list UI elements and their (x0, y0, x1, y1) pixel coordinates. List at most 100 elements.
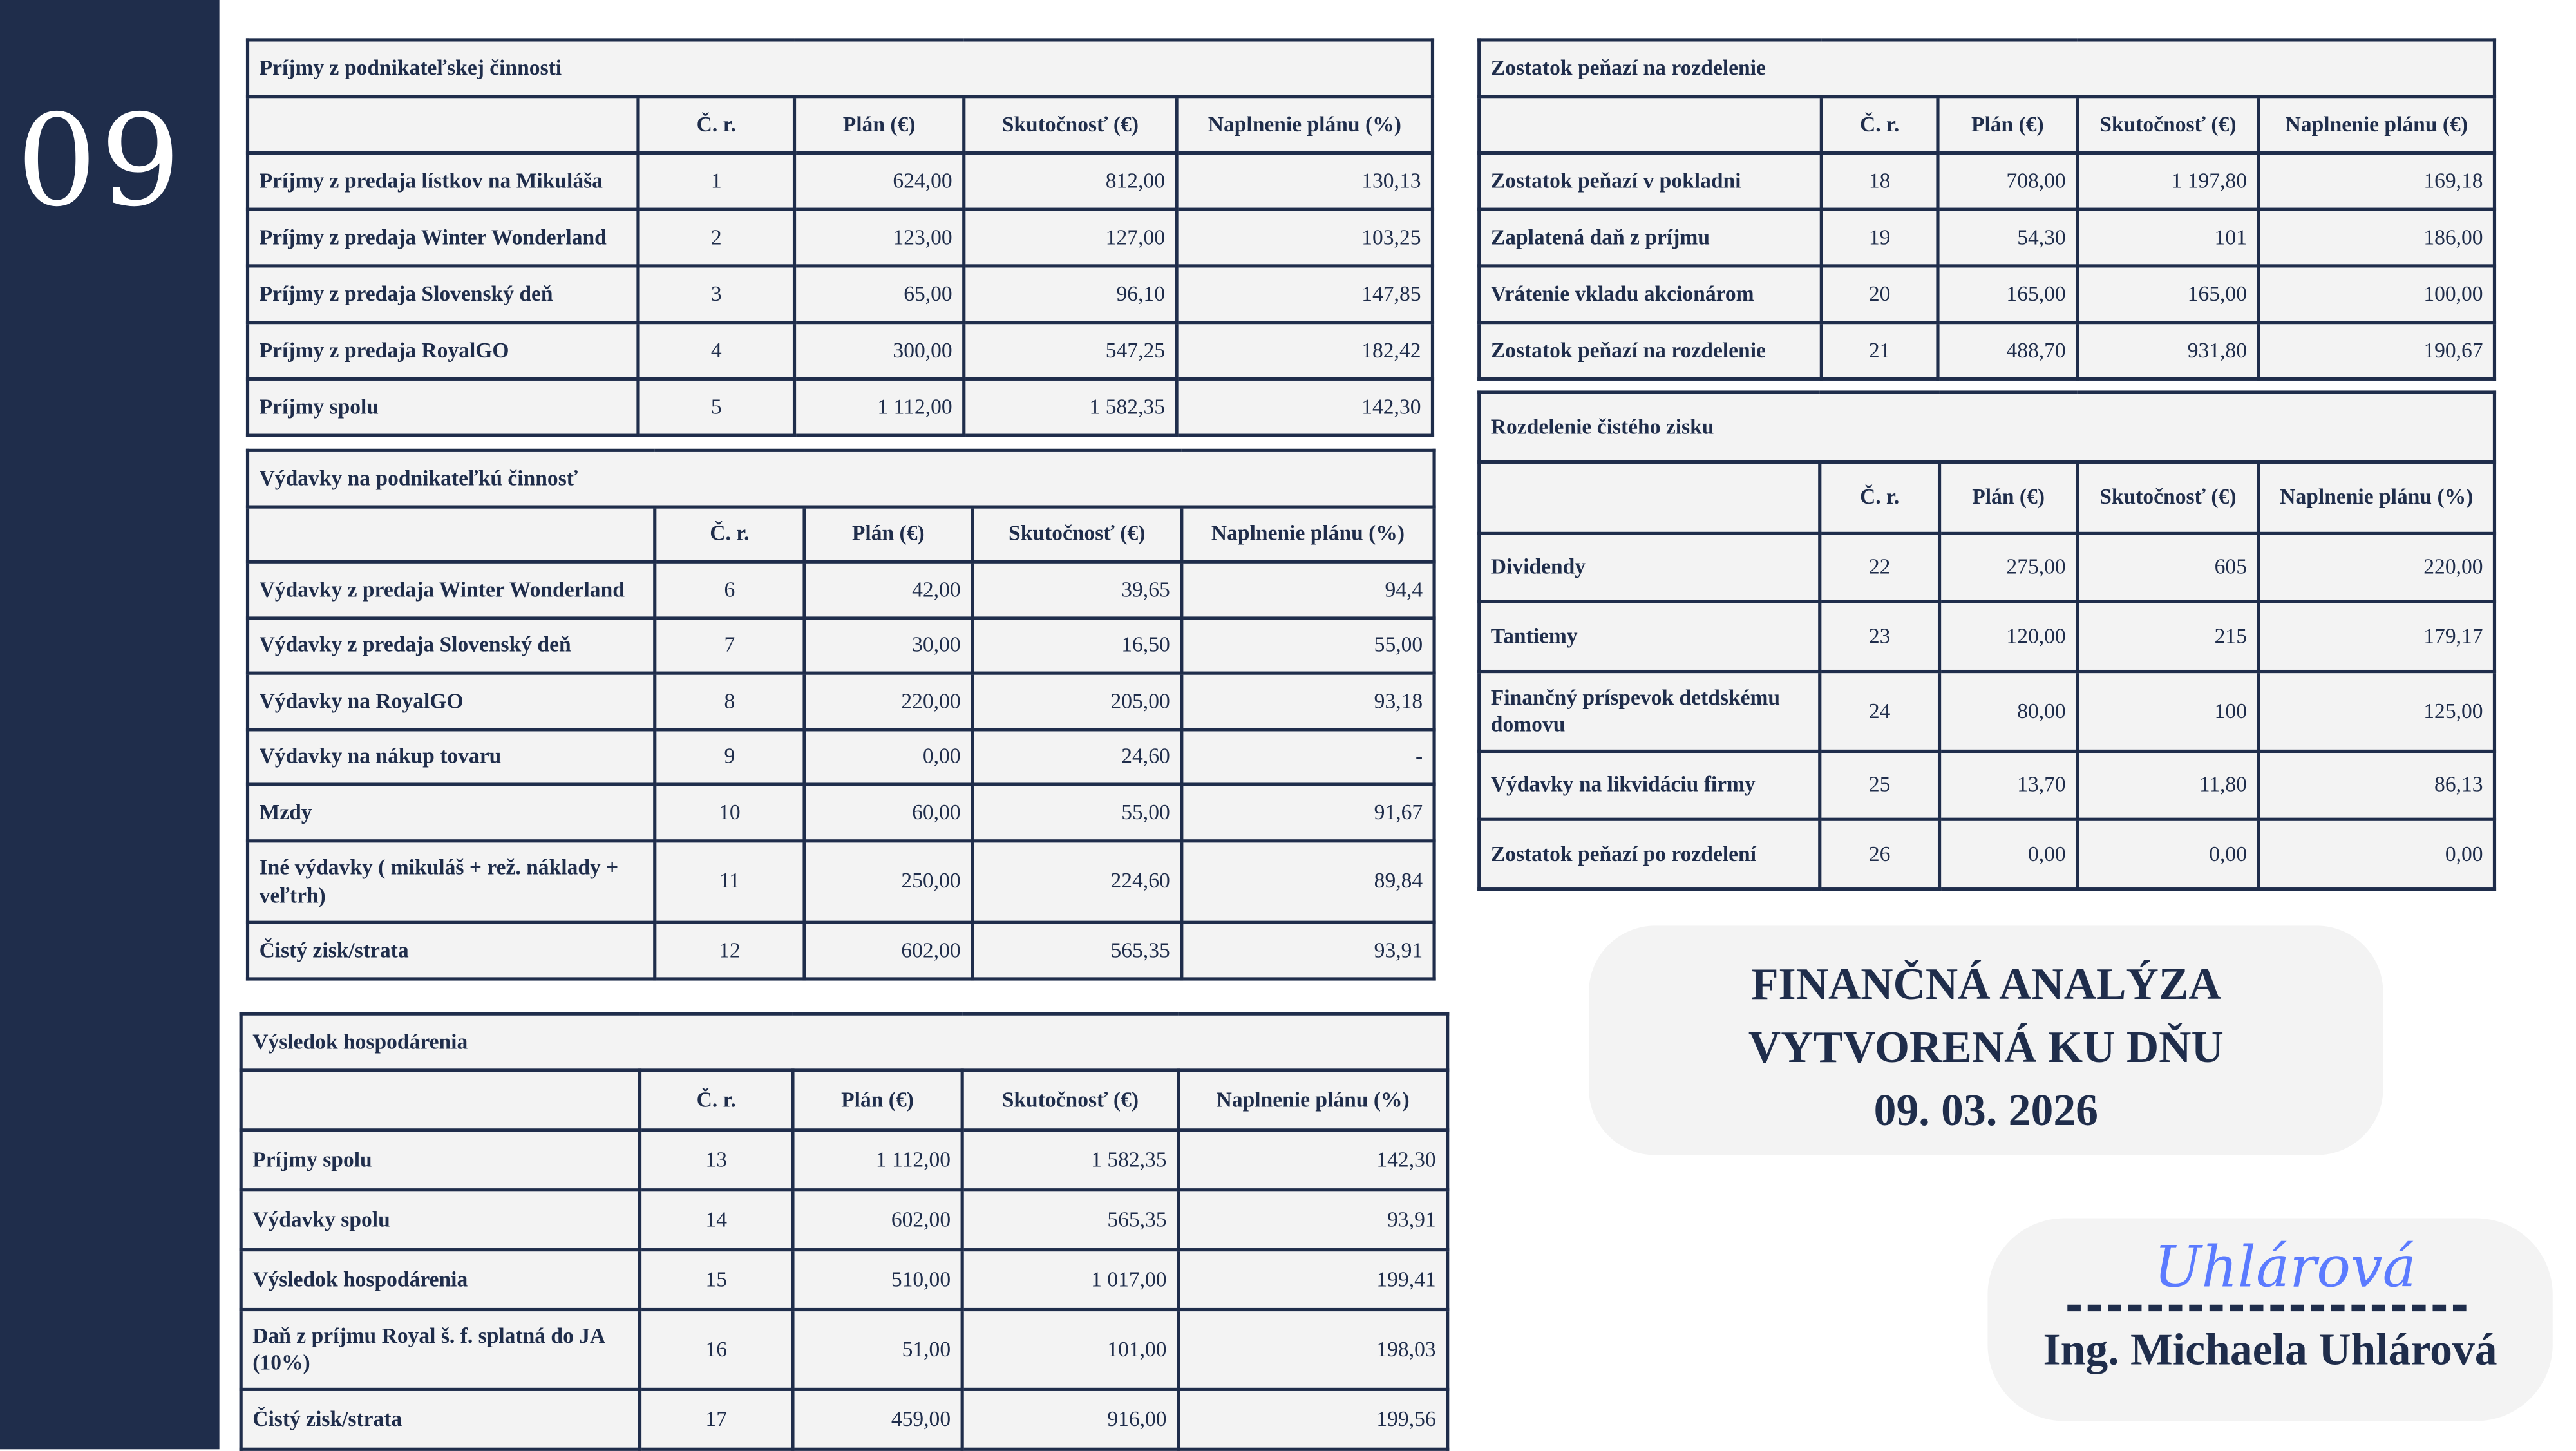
cell-plan: 80,00 (1937, 669, 2079, 754)
table-row: Príjmy spolu 5 1 112,00 1 582,35 142,30 (245, 377, 1435, 437)
column-header-plan: Plán (€) (1937, 460, 2079, 535)
cell-row-number: 20 (1819, 264, 1940, 325)
result-table: Výsledok hospodárenia Č. r. Plán (€) Skutoč… (239, 1012, 1450, 1451)
cell-fulfilment: 0,00 (2257, 817, 2497, 891)
balance-table: Zostatok peňazí na rozdelenie Č. r. Plán (… (1477, 38, 2497, 381)
cell-actual: 1 582,35 (962, 377, 1179, 437)
cell-row-number: 10 (653, 782, 806, 843)
cell-actual: 215 (2076, 600, 2260, 674)
cell-fulfilment: 179,17 (2257, 600, 2497, 674)
table-row: Mzdy 10 60,00 55,00 91,67 (245, 782, 1436, 843)
cell-item: Vrátenie vkladu akcionárom (1477, 264, 1823, 325)
table-row: Výsledok hospodárenia 15 510,00 1 017,00 199… (239, 1248, 1450, 1312)
cell-row-number: 15 (638, 1248, 795, 1312)
report-title-line1: FINANČNÁ ANALÝZA (1750, 959, 2221, 1009)
table-row: Čistý zisk/strata 17 459,00 916,00 199,56 (239, 1387, 1450, 1451)
report-title-line2: VYTVORENÁ KU DŇU (1748, 1022, 2224, 1072)
column-header-actual: Skutočnosť (€) (971, 505, 1184, 564)
cell-fulfilment: 220,00 (2257, 531, 2497, 603)
cell-actual: 127,00 (962, 207, 1179, 268)
table-title: Výdavky na podnikateľkú činnosť (245, 448, 1436, 509)
cell-row-number: 26 (1818, 817, 1942, 891)
cell-plan: 708,00 (1936, 151, 2079, 211)
cell-row-number: 17 (638, 1387, 795, 1451)
cell-plan: 42,00 (802, 560, 974, 620)
cell-item: Príjmy z predaja RoyalGO (245, 321, 640, 381)
cell-plan: 510,00 (791, 1248, 964, 1312)
profit-distribution-table: Rozdelenie čistého zisku Č. r. Plán (€) Sku… (1477, 390, 2497, 891)
table-row: Zostatok peňazí na rozdelenie 21 488,70 931… (1477, 321, 2497, 381)
cell-fulfilment: 199,41 (1177, 1248, 1450, 1312)
cell-item: Finančný príspevok detdskému domovu (1477, 669, 1822, 754)
cell-actual: 565,35 (960, 1188, 1180, 1252)
column-header-item (239, 1068, 642, 1132)
cell-actual: 101,00 (960, 1307, 1180, 1391)
cell-plan: 624,00 (792, 151, 966, 211)
cell-fulfilment: 91,67 (1180, 782, 1436, 843)
cell-item: Čistý zisk/strata (245, 920, 657, 981)
cell-item: Zostatok peňazí po rozdelení (1477, 817, 1822, 891)
column-header-plan: Plán (€) (1936, 95, 2079, 155)
cell-item: Zostatok peňazí na rozdelenie (1477, 321, 1823, 381)
cell-plan: 60,00 (802, 782, 974, 843)
cell-fulfilment: 142,30 (1175, 377, 1435, 437)
column-header-item (245, 95, 640, 155)
table-title: Zostatok peňazí na rozdelenie (1477, 38, 2497, 99)
cell-item: Výdavky na likvidáciu firmy (1477, 749, 1822, 821)
column-header-plan: Plán (€) (792, 95, 966, 155)
page-number: 09 (16, 86, 184, 234)
table-row: Finančný príspevok detdskému domovu 24 80,… (1477, 669, 2497, 754)
cell-item: Príjmy z predaja lístkov na Mikuláša (245, 151, 640, 211)
table-row: Zostatok peňazí v pokladni 18 708,00 1 197,… (1477, 151, 2497, 211)
signatory-name: Ing. Michaela Uhlárová (2043, 1324, 2497, 1375)
cell-plan: 51,00 (791, 1307, 964, 1391)
handwritten-signature: Uhlárová (2154, 1235, 2416, 1302)
cell-plan: 459,00 (791, 1387, 964, 1451)
cell-item: Príjmy z predaja Slovenský deň (245, 264, 640, 325)
cell-fulfilment: 103,25 (1175, 207, 1435, 268)
column-header-row-number: Č. r. (636, 95, 797, 155)
column-header-item (1477, 95, 1823, 155)
cell-plan: 120,00 (1937, 600, 2079, 674)
column-header-actual: Skutočnosť (€) (962, 95, 1179, 155)
cell-row-number: 24 (1818, 669, 1942, 754)
header-row: Č. r. Plán (€) Skutočnosť (€) Naplnenie plá… (245, 95, 1435, 155)
cell-fulfilment: 100,00 (2257, 264, 2497, 325)
column-header-row-number: Č. r. (653, 505, 806, 564)
table-row: Dividendy 22 275,00 605 220,00 (1477, 531, 2497, 603)
cell-plan: 602,00 (791, 1188, 964, 1252)
cell-row-number: 21 (1819, 321, 1940, 381)
table-title: Príjmy z podnikateľskej činnosti (245, 38, 1435, 99)
cell-item: Iné výdavky ( mikuláš + rež. náklady + v… (245, 839, 657, 924)
cell-plan: 1 112,00 (791, 1128, 964, 1192)
cell-row-number: 18 (1819, 151, 1940, 211)
cell-actual: 100 (2076, 669, 2260, 754)
cell-item: Čistý zisk/strata (239, 1387, 642, 1451)
table-row: Daň z príjmu Royal š. f. splatná do JA (… (239, 1307, 1450, 1391)
report-date: 09. 03. 2026 (1873, 1085, 2099, 1135)
signature-line (2067, 1304, 2467, 1312)
cell-item: Výdavky z predaja Slovenský deň (245, 616, 657, 675)
cell-fulfilment: 86,13 (2257, 749, 2497, 821)
table-row: Príjmy z predaja lístkov na Mikuláša 1 624… (245, 151, 1435, 211)
header-row: Č. r. Plán (€) Skutočnosť (€) Naplnenie plá… (1477, 460, 2497, 535)
cell-row-number: 6 (653, 560, 806, 620)
table-title: Rozdelenie čistého zisku (1477, 390, 2497, 464)
cell-item: Zaplatená daň z príjmu (1477, 207, 1823, 268)
column-header-row-number: Č. r. (638, 1068, 795, 1132)
cell-item: Príjmy spolu (239, 1128, 642, 1192)
cell-actual: 547,25 (962, 321, 1179, 381)
cell-actual: 931,80 (2076, 321, 2260, 381)
income-table: Príjmy z podnikateľskej činnosti Č. r. Plá… (245, 38, 1435, 437)
column-header-item (1477, 460, 1822, 535)
cell-plan: 0,00 (1937, 817, 2079, 891)
cell-item: Výdavky z predaja Winter Wonderland (245, 560, 657, 620)
table-row: Čistý zisk/strata 12 602,00 565,35 93,91 (245, 920, 1436, 981)
table-row: Vrátenie vkladu akcionárom 20 165,00 165,00… (1477, 264, 2497, 325)
cell-actual: 96,10 (962, 264, 1179, 325)
cell-plan: 30,00 (802, 616, 974, 675)
cell-actual: 1 582,35 (960, 1128, 1180, 1192)
cell-item: Výsledok hospodárenia (239, 1248, 642, 1312)
column-header-row-number: Č. r. (1818, 460, 1942, 535)
cell-actual: 205,00 (971, 671, 1184, 732)
